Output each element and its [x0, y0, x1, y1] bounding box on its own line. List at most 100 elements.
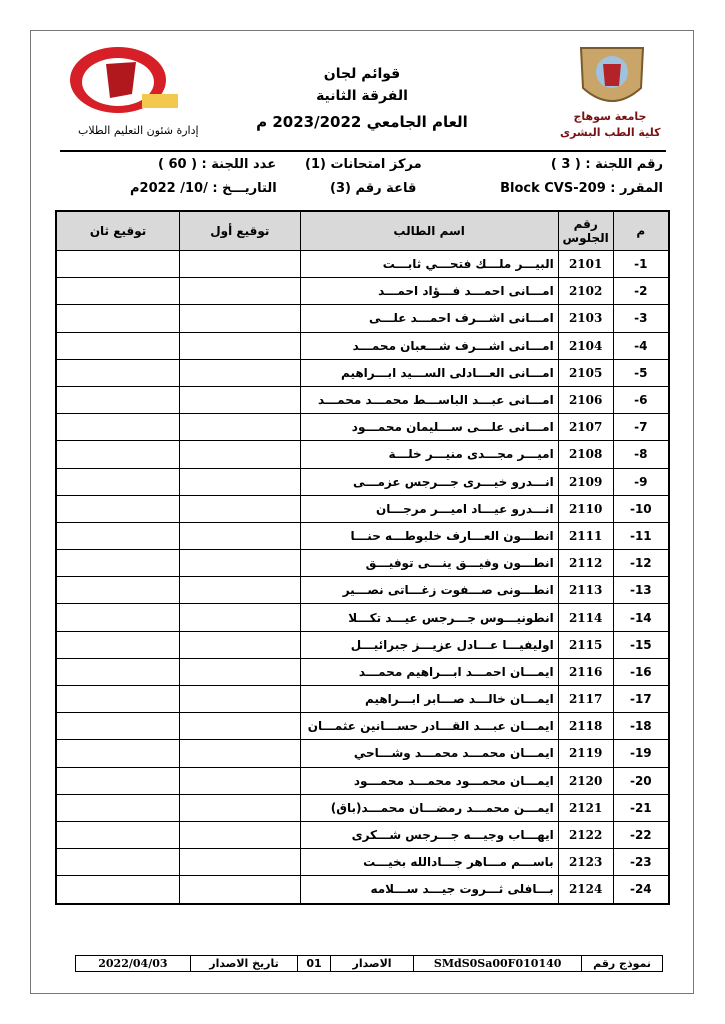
student-row: -7 2107 امـــانى علـــى ســـليمان محمـــود — [55, 413, 670, 442]
student-name: انطونيـــوس جـــرجس عيـــد تكـــلا — [299, 603, 559, 632]
student-row: -12 2112 انطـــون وفيـــق ينـــى توفيـــق — [55, 549, 670, 578]
form-code: SMdS0Sa00F010140 — [413, 955, 583, 972]
row-number: -11 — [612, 521, 670, 551]
seat-number: 2120 — [557, 766, 614, 795]
student-name: ايمـــان خالـــد صـــابر ابـــراهيم — [299, 684, 559, 714]
student-row: -22 2122 ايهـــاب وجيـــه جـــرجس شـــكرى — [55, 820, 670, 850]
signature-cell — [179, 467, 301, 496]
student-name: ايهـــاب وجيـــه جـــرجس شـــكرى — [299, 820, 559, 850]
signature-cell — [179, 820, 301, 850]
seat-number: 2122 — [557, 820, 614, 850]
footer-table: نموذج رقم SMdS0Sa00F010140 الاصدار 01 تا… — [75, 955, 663, 972]
student-row: -23 2123 باســـم مـــاهر جـــادالله بخيـــ… — [55, 848, 670, 877]
student-name: ايمـــان احمـــد ابـــراهيم محمـــد — [299, 657, 559, 687]
issue-label: تاريخ الاصدار — [189, 955, 299, 972]
row-number: -19 — [612, 739, 670, 768]
page-frame — [30, 30, 694, 994]
signature-cell — [55, 684, 181, 714]
seat-number: 2113 — [557, 576, 614, 605]
seat-number: 2116 — [557, 657, 614, 687]
committee-no: رقم اللجنة : ( 3 ) — [550, 157, 663, 172]
signature-cell — [55, 549, 181, 578]
student-name: امـــانى احمـــد فـــؤاد احمـــد — [299, 277, 559, 306]
signature-cell — [179, 440, 301, 469]
column-header: توقيع أول — [179, 210, 301, 251]
seat-number: 2101 — [557, 249, 614, 279]
student-name: امـــانى عبـــد الباســـط محمـــد محمـــ… — [299, 385, 559, 415]
student-row: -10 2110 انـــدرو عيـــاد اميـــر مرجـــان — [55, 494, 670, 523]
signature-cell — [179, 875, 301, 904]
signature-cell — [179, 712, 301, 741]
signature-cell — [55, 603, 181, 632]
student-row: -19 2119 ايمـــان محمـــد محمـــد وشـــاحي — [55, 739, 670, 768]
student-name: اوليفيـــا عـــادل عزيـــز جبرائيـــل — [299, 630, 559, 659]
row-number: -2 — [612, 277, 670, 306]
table-body: -1 2101 البيـــر ملـــك فتحـــي ثابـــت -2 2… — [55, 249, 670, 904]
student-name: انطـــون وفيـــق ينـــى توفيـــق — [299, 549, 559, 578]
student-row: -14 2114 انطونيـــوس جـــرجس عيـــد تكـــل… — [55, 603, 670, 632]
student-name: ايمـــان عبـــد القـــادر حســـانين عثمـ… — [299, 712, 559, 741]
student-row: -9 2109 انـــدرو خيـــرى جـــرجس عزمـــى — [55, 467, 670, 496]
seat-number: 2112 — [557, 549, 614, 578]
row-number: -23 — [612, 848, 670, 877]
seat-number: 2119 — [557, 739, 614, 768]
hall: قاعة رقم (3) — [330, 181, 417, 196]
faculty: كلية الطب البشرى — [560, 126, 661, 139]
student-name: البيـــر ملـــك فتحـــي ثابـــت — [299, 249, 559, 279]
seat-number: 2124 — [557, 875, 614, 904]
signature-cell — [179, 494, 301, 523]
student-row: -24 2124 بـــافلى ثـــروت جيـــد ســـلامه — [55, 875, 670, 904]
column-header: م — [612, 210, 670, 251]
version-label: الاصدار — [330, 955, 415, 972]
seat-number: 2118 — [557, 712, 614, 741]
row-number: -3 — [612, 304, 670, 333]
row-number: -12 — [612, 549, 670, 578]
row-number: -9 — [612, 467, 670, 496]
signature-cell — [179, 603, 301, 632]
logo-ribbon — [142, 94, 178, 108]
seat-number: 2117 — [557, 684, 614, 714]
academic-year: العام الجامعي 2023/2022 م — [256, 113, 468, 131]
signature-cell — [55, 494, 181, 523]
student-row: -13 2113 انطـــونى صـــفوت زغـــاتى نصـــي… — [55, 576, 670, 605]
seat-number: 2102 — [557, 277, 614, 306]
signature-cell — [179, 358, 301, 387]
student-row: -3 2103 امـــانى اشـــرف احمـــد علـــى — [55, 304, 670, 333]
row-number: -1 — [612, 249, 670, 279]
subtitle: الفرقة الثانية — [316, 88, 408, 104]
signature-cell — [55, 875, 181, 904]
signature-cell — [179, 413, 301, 442]
column-header: اسم الطالب — [299, 210, 559, 251]
student-name: انـــدرو خيـــرى جـــرجس عزمـــى — [299, 467, 559, 496]
version: 01 — [297, 955, 331, 972]
student-name: امـــانى اشـــرف شـــعبان محمـــد — [299, 331, 559, 360]
signature-cell — [55, 848, 181, 877]
row-number: -10 — [612, 494, 670, 523]
student-name: امـــانى علـــى ســـليمان محمـــود — [299, 413, 559, 442]
signature-cell — [55, 385, 181, 415]
committee-count: عدد اللجنة : ( 60 ) — [158, 157, 277, 172]
student-row: -1 2101 البيـــر ملـــك فتحـــي ثابـــت — [55, 249, 670, 279]
student-name: انطـــون العـــارف خلبوطـــه حنـــا — [299, 521, 559, 551]
student-row: -8 2108 اميـــر مجـــدى منيـــر خلـــة — [55, 440, 670, 469]
header-row: م رقم الجلوس اسم الطالب توقيع أول توقيع ثان — [55, 210, 670, 251]
course: المقرر : Block CVS-209 — [500, 181, 663, 196]
signature-cell — [55, 358, 181, 387]
student-row: -6 2106 امـــانى عبـــد الباســـط محمـــد … — [55, 385, 670, 415]
row-number: -16 — [612, 657, 670, 687]
seat-number: 2114 — [557, 603, 614, 632]
student-name: اميـــر مجـــدى منيـــر خلـــة — [299, 440, 559, 469]
university: جامعة سوهاج — [573, 110, 647, 123]
signature-cell — [179, 793, 301, 822]
signature-cell — [179, 630, 301, 659]
signature-cell — [55, 793, 181, 822]
signature-cell — [55, 249, 181, 279]
seat-number: 2106 — [557, 385, 614, 415]
seat-number: 2107 — [557, 413, 614, 442]
student-name: انطـــونى صـــفوت زغـــاتى نصـــير — [299, 576, 559, 605]
signature-cell — [55, 440, 181, 469]
student-row: -16 2116 ايمـــان احمـــد ابـــراهيم محمــ… — [55, 657, 670, 687]
right-logo — [579, 47, 645, 102]
student-row: -18 2118 ايمـــان عبـــد القـــادر حســـان… — [55, 712, 670, 741]
signature-cell — [179, 385, 301, 415]
